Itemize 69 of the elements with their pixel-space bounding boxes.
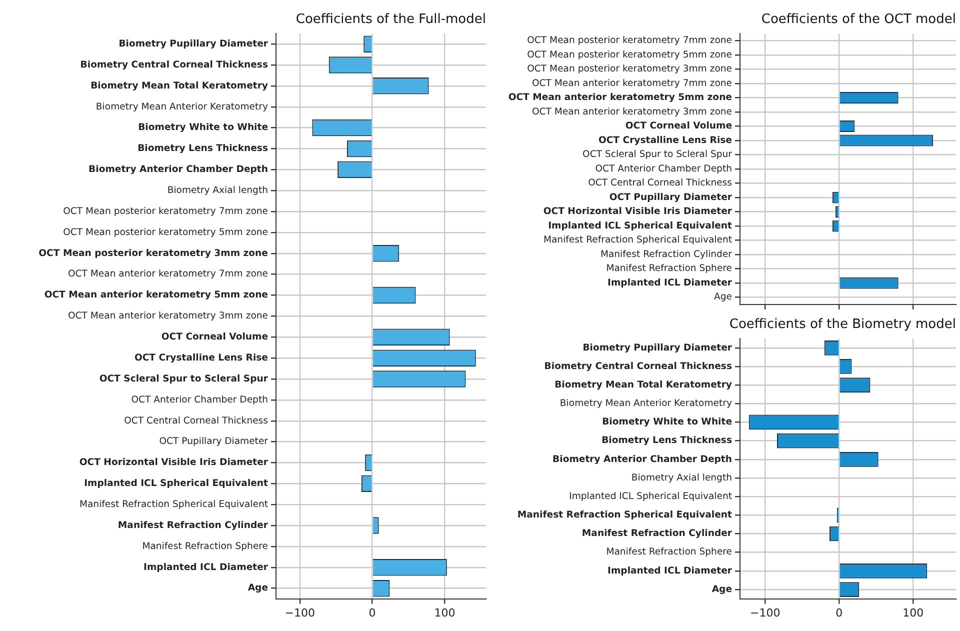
y-tick-label: Biometry Central Corneal Thickness (544, 360, 732, 372)
y-tick-label: OCT Pupillary Diameter (159, 436, 268, 448)
y-tick-label: Implanted ICL Diameter (608, 277, 732, 288)
y-tick-label: Implanted ICL Diameter (608, 565, 732, 576)
chart-title: Coefficients of the Full-model (296, 12, 486, 28)
y-tick-label: OCT Mean anterior keratometry 3mm zone (68, 310, 268, 322)
y-tick-label: OCT Corneal Volume (625, 120, 732, 132)
y-tick-label: OCT Anterior Chamber Depth (595, 163, 732, 174)
y-tick-label: OCT Mean posterior keratometry 3mm zone (38, 248, 268, 259)
x-tick-label: 0 (836, 606, 843, 620)
y-tick-label: Age (714, 292, 732, 303)
x-tick-label: 100 (434, 606, 456, 620)
y-tick-label: Biometry Anterior Chamber Depth (88, 164, 268, 176)
y-tick-label: Biometry Mean Total Keratometry (90, 80, 268, 92)
y-tick-label: Biometry White to White (138, 122, 268, 134)
y-tick-label: OCT Anterior Chamber Depth (131, 394, 268, 406)
x-tick-label: −100 (284, 606, 316, 620)
y-tick-label: OCT Mean anterior keratometry 5mm zone (44, 290, 268, 301)
y-tick-label: OCT Pupillary Diameter (609, 192, 732, 203)
y-tick-label: OCT Central Corneal Thickness (588, 178, 732, 189)
y-tick-label: Biometry Lens Thickness (138, 143, 268, 154)
y-tick-label: Manifest Refraction Cylinder (582, 528, 732, 540)
y-tick-label: OCT Scleral Spur to Scleral Spur (99, 373, 268, 384)
x-tick-label: −100 (750, 606, 780, 620)
y-tick-label: Biometry Axial length (167, 185, 268, 196)
y-tick-label: OCT Mean posterior keratometry 3mm zone (527, 64, 732, 75)
y-tick-label: OCT Crystalline Lens Rise (134, 352, 268, 364)
y-tick-label: Manifest Refraction Spherical Equivalent (517, 510, 733, 521)
y-tick-label: Manifest Refraction Sphere (606, 263, 732, 274)
y-tick-label: Biometry Pupillary Diameter (582, 342, 732, 354)
y-tick-label: Manifest Refraction Spherical Equivalent (79, 499, 268, 510)
x-tick-label: 100 (902, 606, 924, 620)
y-tick-label: Implanted ICL Spherical Equivalent (569, 490, 732, 502)
y-tick-label: Biometry Mean Anterior Keratometry (560, 398, 732, 410)
y-tick-label: OCT Central Corneal Thickness (124, 415, 268, 426)
y-tick-label: Age (712, 584, 732, 595)
y-tick-label: OCT Mean posterior keratometry 7mm zone (63, 206, 268, 217)
y-tick-label: OCT Horizontal Visible Iris Diameter (543, 206, 732, 218)
y-tick-label: OCT Mean posterior keratometry 5mm zone (527, 49, 732, 60)
y-tick-label: Implanted ICL Spherical Equivalent (548, 220, 733, 232)
y-tick-label: OCT Mean anterior keratometry 3mm zone (532, 106, 732, 118)
y-tick-label: Biometry Central Corneal Thickness (80, 59, 268, 70)
y-tick-label: OCT Mean anterior keratometry 5mm zone (508, 92, 732, 104)
y-tick-label: Biometry Mean Anterior Keratometry (96, 101, 268, 112)
y-tick-label: Manifest Refraction Cylinder (600, 248, 732, 260)
x-tick-label: 0 (368, 606, 376, 620)
y-tick-label: Age (248, 582, 268, 594)
y-tick-label: OCT Mean anterior keratometry 7mm zone (532, 78, 732, 89)
y-tick-label: Biometry Anterior Chamber Depth (552, 454, 732, 465)
y-tick-label: OCT Mean posterior keratometry 7mm zone (527, 35, 732, 46)
y-tick-label: Manifest Refraction Cylinder (118, 520, 268, 531)
y-tick-label: OCT Mean posterior keratometry 5mm zone (63, 226, 268, 238)
y-tick-label: Implanted ICL Spherical Equivalent (84, 478, 269, 490)
y-tick-label: Biometry Axial length (631, 472, 732, 484)
y-tick-label: OCT Horizontal Visible Iris Diameter (79, 457, 268, 468)
chart-title: Coefficients of the OCT model (761, 12, 956, 28)
y-tick-label: Manifest Refraction Sphere (142, 540, 268, 552)
y-tick-label: OCT Crystalline Lens Rise (598, 134, 732, 146)
y-tick-label: Biometry Mean Total Keratometry (554, 379, 732, 390)
y-tick-label: OCT Corneal Volume (161, 332, 268, 343)
y-tick-label: Implanted ICL Diameter (144, 562, 268, 573)
chart-title: Coefficients of the Biometry model (729, 317, 956, 332)
y-tick-label: Biometry Lens Thickness (602, 435, 732, 446)
y-tick-label: Biometry Pupillary Diameter (118, 38, 268, 50)
y-tick-label: OCT Scleral Spur to Scleral Spur (582, 149, 732, 160)
y-tick-label: Manifest Refraction Sphere (606, 546, 732, 558)
y-tick-label: OCT Mean anterior keratometry 7mm zone (68, 268, 268, 280)
y-tick-label: Manifest Refraction Spherical Equivalent (543, 234, 732, 246)
y-tick-label: Biometry White to White (602, 416, 732, 428)
